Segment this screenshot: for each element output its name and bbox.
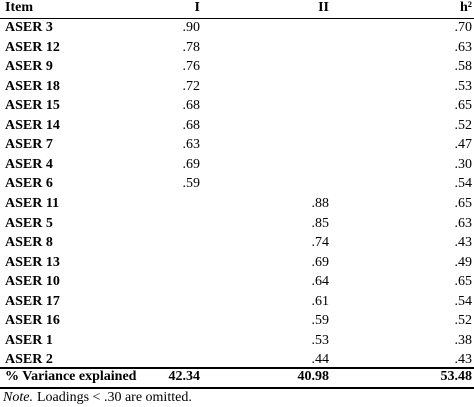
value-cell: .49 <box>454 254 473 270</box>
header-cell: Item <box>5 0 33 15</box>
value-cell: .78 <box>182 39 201 55</box>
footer-cell: 42.34 <box>168 369 201 384</box>
item-label: ASER 15 <box>5 98 60 114</box>
header-cell: II <box>318 0 329 15</box>
value-cell: .63 <box>454 215 473 231</box>
item-label: ASER 12 <box>5 39 60 55</box>
value-cell: .63 <box>454 39 473 55</box>
value-cell: .72 <box>182 78 201 94</box>
value-cell: .54 <box>454 176 473 192</box>
footer-rule-bottom <box>0 387 474 389</box>
item-label: ASER 1 <box>5 332 53 348</box>
value-cell: .70 <box>454 20 473 35</box>
value-cell: .54 <box>454 293 473 309</box>
value-cell: .30 <box>454 156 473 172</box>
value-cell: .64 <box>311 274 330 290</box>
item-label: ASER 14 <box>5 117 60 133</box>
header-cell: h² <box>460 0 472 15</box>
note-text: Loadings < .30 are omitted. <box>36 390 192 405</box>
value-cell: .38 <box>454 332 473 348</box>
item-label: ASER 6 <box>5 176 53 192</box>
header-rule <box>0 18 474 19</box>
item-label: ASER 7 <box>5 137 53 153</box>
footer-cell: 53.48 <box>440 369 473 384</box>
value-cell: .52 <box>454 313 473 329</box>
value-cell: .65 <box>454 274 473 290</box>
item-label: ASER 2 <box>5 352 53 368</box>
item-label: ASER 4 <box>5 156 53 172</box>
value-cell: .58 <box>454 59 473 75</box>
value-cell: .88 <box>311 195 330 211</box>
value-cell: .74 <box>311 235 330 251</box>
value-cell: .90 <box>182 20 201 35</box>
value-cell: .53 <box>454 78 473 94</box>
note: Note. Loadings < .30 are omitted. <box>3 389 192 407</box>
value-cell: .53 <box>311 332 330 348</box>
item-label: ASER 3 <box>5 20 53 35</box>
value-cell: .43 <box>454 235 473 251</box>
value-cell: .65 <box>454 195 473 211</box>
item-label: ASER 5 <box>5 215 53 231</box>
item-label: ASER 10 <box>5 274 60 290</box>
value-cell: .43 <box>454 352 473 368</box>
note-label: Note. <box>3 390 33 405</box>
value-cell: .68 <box>182 98 201 114</box>
value-cell: .44 <box>311 352 330 368</box>
value-cell: .65 <box>454 98 473 114</box>
value-cell: .61 <box>311 293 330 309</box>
value-cell: .63 <box>182 137 201 153</box>
value-cell: .85 <box>311 215 330 231</box>
item-label: ASER 16 <box>5 313 60 329</box>
item-label: ASER 18 <box>5 78 60 94</box>
header-cell: I <box>194 0 200 15</box>
value-cell: .59 <box>311 313 330 329</box>
value-cell: .76 <box>182 59 201 75</box>
value-cell: .68 <box>182 117 201 133</box>
item-label: ASER 13 <box>5 254 60 270</box>
footer-cell: % Variance explained <box>5 369 137 384</box>
value-cell: .47 <box>454 137 473 153</box>
item-label: ASER 17 <box>5 293 60 309</box>
value-cell: .69 <box>311 254 330 270</box>
value-cell: .59 <box>182 176 201 192</box>
item-label: ASER 8 <box>5 235 53 251</box>
value-cell: .69 <box>182 156 201 172</box>
footer-rule-top <box>0 367 474 369</box>
item-label: ASER 9 <box>5 59 53 75</box>
value-cell: .52 <box>454 117 473 133</box>
item-label: ASER 11 <box>5 195 60 211</box>
footer-cell: 40.98 <box>297 369 330 384</box>
